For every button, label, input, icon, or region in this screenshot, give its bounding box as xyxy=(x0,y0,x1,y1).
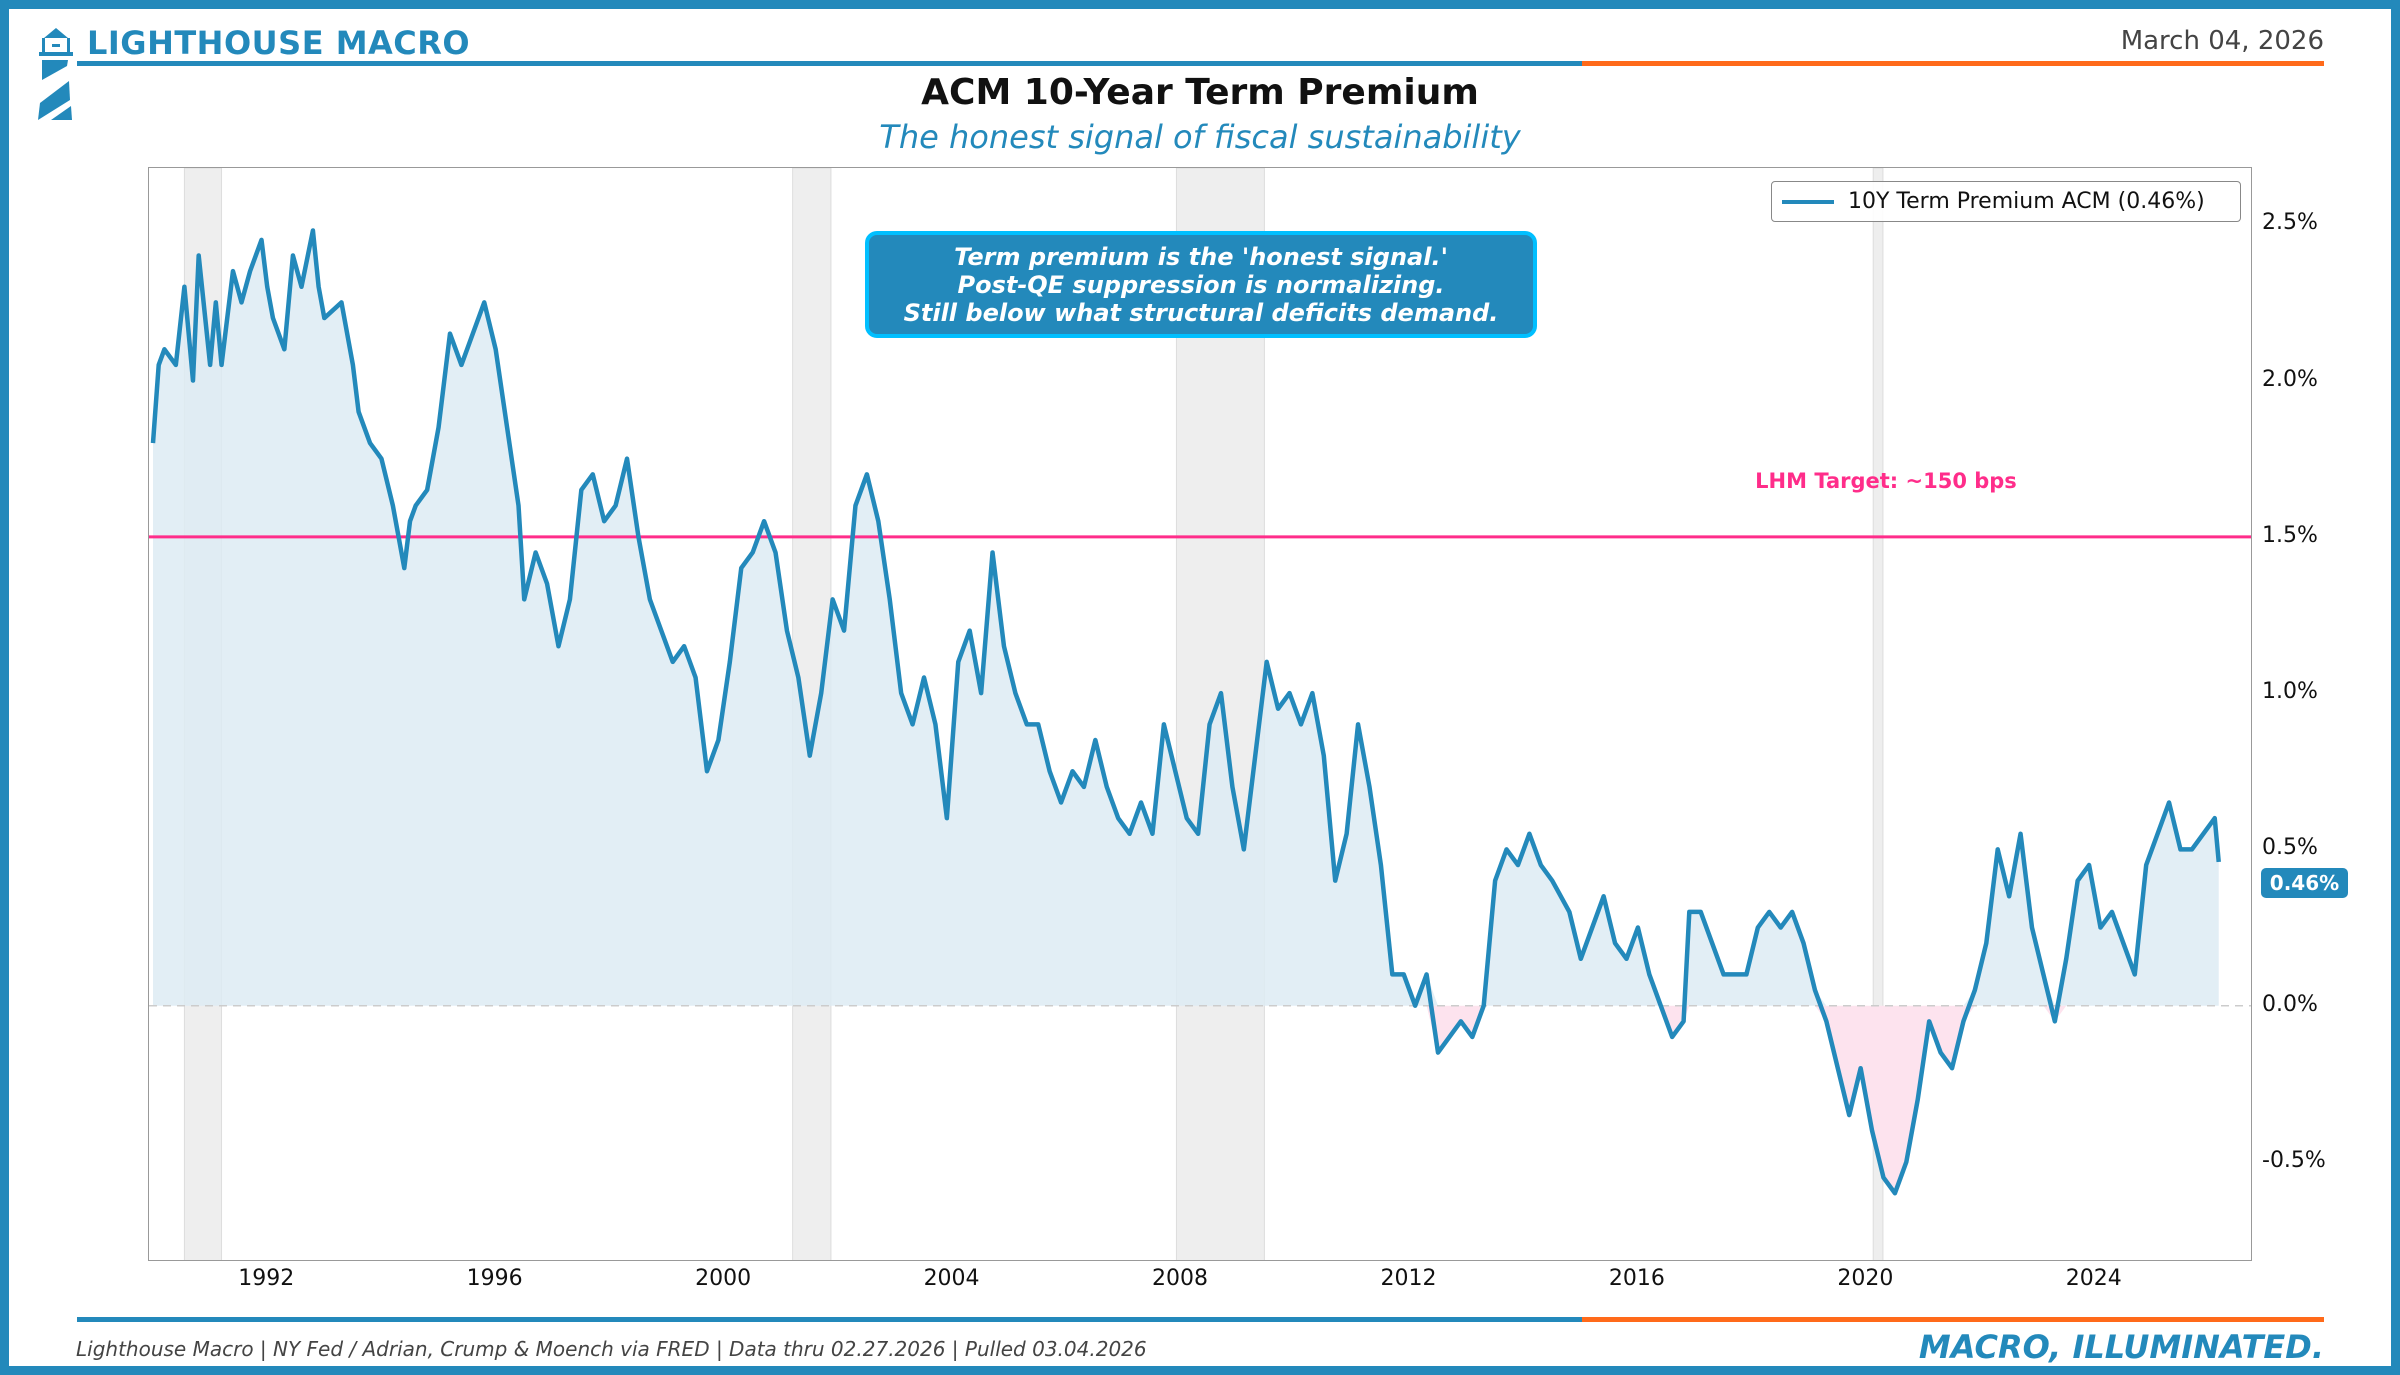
y-tick-label: -0.5% xyxy=(2262,1147,2326,1173)
x-tick-label: 1992 xyxy=(238,1266,295,1291)
footer-rule-blue xyxy=(77,1317,1582,1322)
positive-area xyxy=(152,230,2219,1006)
y-tick-label: 0.0% xyxy=(2262,991,2318,1017)
x-tick-label: 2000 xyxy=(695,1266,752,1291)
x-tick-label: 2008 xyxy=(1152,1266,1208,1291)
lighthouse-logo-icon xyxy=(38,28,73,120)
y-tick-label: 0.5% xyxy=(2262,835,2318,861)
legend: 10Y Term Premium ACM (0.46%) xyxy=(1771,181,2241,222)
last-value-badge: 0.46% xyxy=(2261,868,2348,898)
annotation-line: Term premium is the 'honest signal.' xyxy=(954,243,1448,271)
source-note: Lighthouse Macro | NY Fed / Adrian, Crum… xyxy=(76,1337,1147,1361)
chart-title: ACM 10-Year Term Premium xyxy=(921,72,1479,113)
x-tick-label: 2020 xyxy=(1837,1266,1894,1291)
footer-rule-orange xyxy=(1582,1317,2324,1322)
x-tick-label: 1996 xyxy=(466,1266,523,1291)
brand-name: LIGHTHOUSE MACRO xyxy=(87,24,471,62)
legend-label: 10Y Term Premium ACM (0.46%) xyxy=(1848,189,2205,214)
y-tick-label: 1.0% xyxy=(2262,679,2318,705)
target-label: LHM Target: ~150 bps xyxy=(1755,469,2017,493)
x-tick-label: 2024 xyxy=(2065,1266,2122,1291)
tagline: MACRO, ILLUMINATED. xyxy=(1918,1328,2324,1366)
chart-svg xyxy=(149,168,2251,1260)
term-premium-line xyxy=(150,228,2221,1196)
x-tick-label: 2016 xyxy=(1608,1266,1665,1291)
y-tick-label: 2.0% xyxy=(2262,366,2318,392)
chart-subtitle: The honest signal of fiscal sustainabili… xyxy=(879,118,1521,156)
header-rule-blue xyxy=(77,61,1582,66)
header-rule-orange xyxy=(1582,61,2324,66)
legend-swatch xyxy=(1782,199,1834,204)
annotation-line: Post-QE suppression is normalizing. xyxy=(957,271,1445,299)
annotation-line: Still below what structural deficits dem… xyxy=(903,299,1499,327)
x-tick-label: 2012 xyxy=(1380,1266,1437,1291)
report-date: March 04, 2026 xyxy=(2120,26,2324,56)
plot-area xyxy=(148,167,2252,1261)
y-tick-label: 1.5% xyxy=(2262,522,2318,548)
annotation-box: Term premium is the 'honest signal.' Pos… xyxy=(865,231,1537,338)
x-tick-label: 2004 xyxy=(923,1266,980,1291)
recession-band xyxy=(1872,168,1884,1260)
y-tick-label: 2.5% xyxy=(2262,210,2318,236)
